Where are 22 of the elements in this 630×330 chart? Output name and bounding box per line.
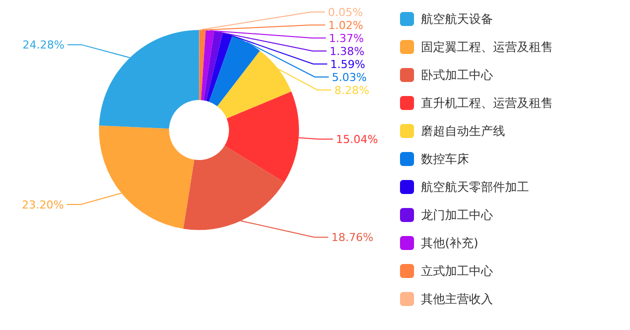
legend-label: 立式加工中心: [421, 264, 493, 278]
legend-label: 航空航天设备: [421, 12, 493, 26]
data-label: 18.76%: [331, 231, 374, 244]
legend-label: 数控车床: [421, 152, 469, 166]
data-label: 1.59%: [330, 58, 366, 71]
legend-label: 卧式加工中心: [421, 68, 493, 82]
legend-label: 其他主营收入: [421, 292, 493, 306]
data-label: 15.04%: [336, 133, 378, 146]
data-label: 1.02%: [328, 18, 364, 32]
data-label: 5.03%: [332, 70, 367, 84]
data-label: 1.37%: [328, 32, 364, 45]
data-label: 8.28%: [334, 84, 370, 97]
data-label: 0.05%: [328, 6, 363, 19]
legend-label: 航空航天零部件加工: [421, 180, 529, 194]
data-label: 23.20%: [22, 198, 64, 212]
legend-label: 其他(补充): [421, 236, 478, 250]
legend-label: 龙门加工中心: [421, 208, 493, 222]
data-label: 1.38%: [330, 44, 365, 58]
legend-label: 固定翼工程、运营及租售: [421, 40, 553, 54]
legend-label: 直升机工程、运营及租售: [421, 96, 553, 110]
data-label: 24.28%: [22, 38, 64, 52]
legend-label: 磨超自动生产线: [421, 124, 505, 138]
